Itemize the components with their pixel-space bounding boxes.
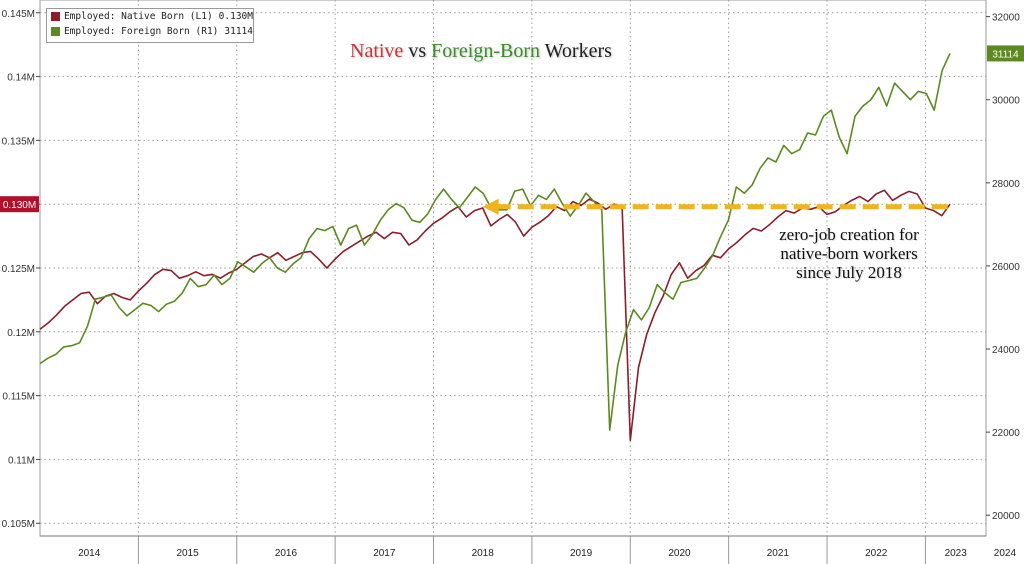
right-tick-label: 22000 xyxy=(992,428,1020,439)
left-tick-label: 0.125M xyxy=(2,264,35,275)
zero-job-arrow xyxy=(482,198,948,215)
legend-value-foreign: 31114 xyxy=(224,26,253,37)
x-tick-label: 2019 xyxy=(570,548,593,559)
right-tick-label: 26000 xyxy=(992,262,1020,273)
title-foreign: Foreign-Born xyxy=(431,40,540,62)
x-tick-label: 2022 xyxy=(865,548,888,559)
left-tick-label: 0.11M xyxy=(8,455,35,466)
legend-value-native: 0.130M xyxy=(218,11,253,22)
x-axis: 2014 2015 2016 2017 2018 2019 2020 2021 2022 2023… xyxy=(40,535,1017,564)
value-badges: 0.130M 31114 xyxy=(0,45,1024,213)
legend-item-foreign: Employed: Foreign Born (R1) 31114 xyxy=(47,24,253,39)
left-axis: 0.145M0.14M0.135M0.13M0.125M0.12M0.115M0… xyxy=(2,9,40,530)
title-workers: Workers xyxy=(540,40,612,62)
legend: Employed: Native Born (L1) 0.130M Employ… xyxy=(46,8,254,43)
title-native: Native xyxy=(350,40,404,62)
legend-swatch-native xyxy=(51,12,60,21)
left-tick-label: 0.145M xyxy=(2,9,35,20)
chart-title: Native vs Foreign-Born Workers xyxy=(350,40,612,63)
grid xyxy=(40,0,986,536)
annotation-line-1: zero-job creation for xyxy=(779,225,919,244)
left-tick-label: 0.135M xyxy=(2,136,35,147)
legend-label-native: Employed: Native Born (L1) xyxy=(63,11,213,22)
x-tick-label: 2014 xyxy=(78,548,101,559)
arrow-head xyxy=(482,198,499,215)
annotation-line-2: native-born workers xyxy=(780,244,918,263)
x-tick-label: 2016 xyxy=(275,548,298,559)
series-native-line xyxy=(39,189,951,442)
legend-label-foreign: Employed: Foreign Born (R1) xyxy=(63,26,219,37)
right-tick-label: 32000 xyxy=(992,13,1020,24)
left-tick-label: 0.14M xyxy=(7,73,35,84)
x-tick-label: 2017 xyxy=(373,548,396,559)
left-value-badge-label: 0.130M xyxy=(3,200,36,211)
annotation-line-3: since July 2018 xyxy=(796,263,902,282)
left-tick-label: 0.12M xyxy=(7,328,35,339)
right-tick-label: 24000 xyxy=(992,345,1020,356)
right-value-badge xyxy=(987,45,1024,62)
right-tick-label: 30000 xyxy=(992,96,1020,107)
x-tick-label: 2021 xyxy=(767,548,790,559)
legend-swatch-foreign xyxy=(51,27,60,36)
legend-item-native: Employed: Native Born (L1) 0.130M xyxy=(47,9,253,24)
annotation: zero-job creation for native-born worker… xyxy=(734,225,964,282)
title-vs: vs xyxy=(403,40,432,62)
right-tick-label: 20000 xyxy=(992,511,1020,522)
right-tick-label: 28000 xyxy=(992,179,1020,190)
right-axis: 32000 30000 28000 26000 24000 22000 20000 xyxy=(986,13,1020,522)
x-tick-label: 2020 xyxy=(668,548,691,559)
left-value-badge xyxy=(0,196,39,213)
x-tick-label: 2023 xyxy=(945,548,968,559)
left-tick-label: 0.105M xyxy=(2,519,35,530)
left-tick-label: 0.115M xyxy=(2,392,35,403)
right-value-badge-label: 31114 xyxy=(992,49,1019,60)
x-tick-label: 2015 xyxy=(176,548,199,559)
x-tick-label: 2024 xyxy=(994,548,1017,559)
x-tick-label: 2018 xyxy=(472,548,495,559)
